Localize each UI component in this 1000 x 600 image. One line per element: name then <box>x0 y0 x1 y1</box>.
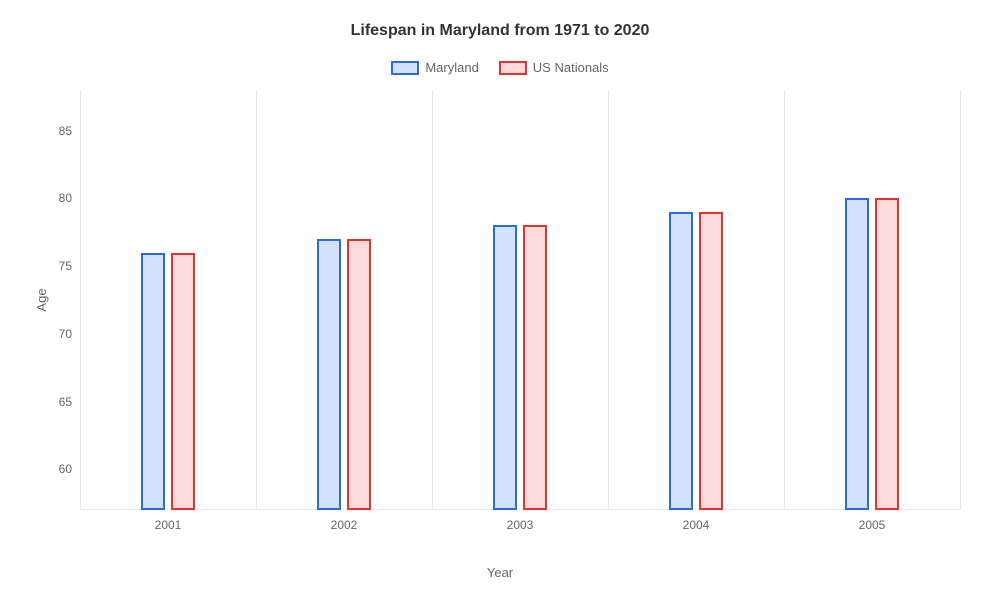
y-axis-title: Age <box>34 288 49 311</box>
bar <box>523 225 547 510</box>
legend: Maryland US Nationals <box>0 60 1000 75</box>
bar <box>669 212 693 510</box>
gridline-vertical <box>80 90 81 510</box>
gridline-vertical <box>256 90 257 510</box>
legend-swatch <box>499 61 527 75</box>
legend-item: Maryland <box>391 60 478 75</box>
gridline-vertical <box>784 90 785 510</box>
y-tick-label: 60 <box>59 462 72 476</box>
x-tick-label: 2005 <box>859 518 886 532</box>
y-tick-label: 70 <box>59 327 72 341</box>
x-tick-label: 2003 <box>507 518 534 532</box>
legend-swatch <box>391 61 419 75</box>
gridline-vertical <box>960 90 961 510</box>
bar <box>141 253 165 510</box>
bar <box>845 198 869 510</box>
legend-item: US Nationals <box>499 60 609 75</box>
gridline-vertical <box>432 90 433 510</box>
y-tick-label: 65 <box>59 395 72 409</box>
legend-label: Maryland <box>425 60 478 75</box>
bar <box>347 239 371 510</box>
x-tick-label: 2004 <box>683 518 710 532</box>
bar <box>875 198 899 510</box>
x-axis-line <box>80 509 960 510</box>
x-tick-label: 2001 <box>155 518 182 532</box>
y-tick-label: 80 <box>59 191 72 205</box>
plot-area: 60657075808520012002200320042005 <box>80 90 960 510</box>
x-axis-title: Year <box>487 565 513 580</box>
gridline-vertical <box>608 90 609 510</box>
chart-title: Lifespan in Maryland from 1971 to 2020 <box>0 22 1000 40</box>
y-tick-label: 75 <box>59 259 72 273</box>
bar <box>171 253 195 510</box>
bar <box>317 239 341 510</box>
bar <box>493 225 517 510</box>
bar <box>699 212 723 510</box>
y-tick-label: 85 <box>59 124 72 138</box>
x-tick-label: 2002 <box>331 518 358 532</box>
legend-label: US Nationals <box>533 60 609 75</box>
chart-container: Lifespan in Maryland from 1971 to 2020 M… <box>0 0 1000 600</box>
